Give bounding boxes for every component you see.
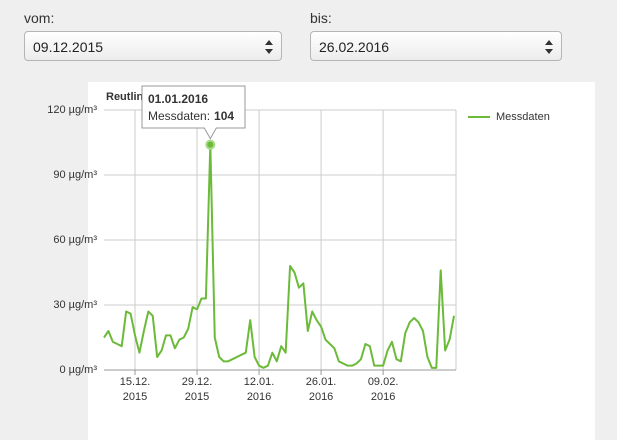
x-tick-label: 29.12. 2015 [181, 376, 213, 403]
to-value: 26.02.2016 [319, 39, 390, 55]
y-tick-label: 60 µg/m³ [53, 234, 97, 246]
from-value: 09.12.2015 [33, 39, 104, 55]
tooltip-box [141, 85, 246, 140]
y-tick-label: 90 µg/m³ [53, 169, 97, 181]
legend-label: Messdaten [496, 111, 550, 123]
to-select[interactable]: 26.02.2016 [310, 31, 562, 61]
x-tick-label: 26.01. 2016 [305, 376, 337, 403]
tooltip-value: 104 [214, 109, 234, 123]
to-label: bis: [310, 10, 332, 26]
y-tick-label: 0 µg/m³ [59, 364, 97, 376]
select-arrows [545, 40, 553, 54]
select-arrows [265, 40, 273, 54]
x-tick-label: 15.12. 2015 [119, 376, 151, 403]
x-tick-label: 09.02. 2016 [367, 376, 399, 403]
tooltip-label: Messdaten: [148, 109, 210, 123]
from-label: vom: [24, 10, 55, 26]
y-tick-label: 120 µg/m³ [47, 104, 97, 116]
from-select[interactable]: 09.12.2015 [24, 31, 282, 61]
tooltip-date: 01.01.2016 [148, 92, 208, 106]
hover-point [205, 139, 216, 150]
tooltip-body: Messdaten: 104 [148, 109, 234, 123]
tooltip: 01.01.2016 Messdaten: 104 [141, 85, 246, 140]
chart-title: Reutlin [106, 91, 144, 103]
x-tick-label: 12.01. 2016 [243, 376, 275, 403]
line [103, 143, 455, 369]
y-tick-label: 30 µg/m³ [53, 299, 97, 311]
chart-panel [88, 82, 595, 440]
